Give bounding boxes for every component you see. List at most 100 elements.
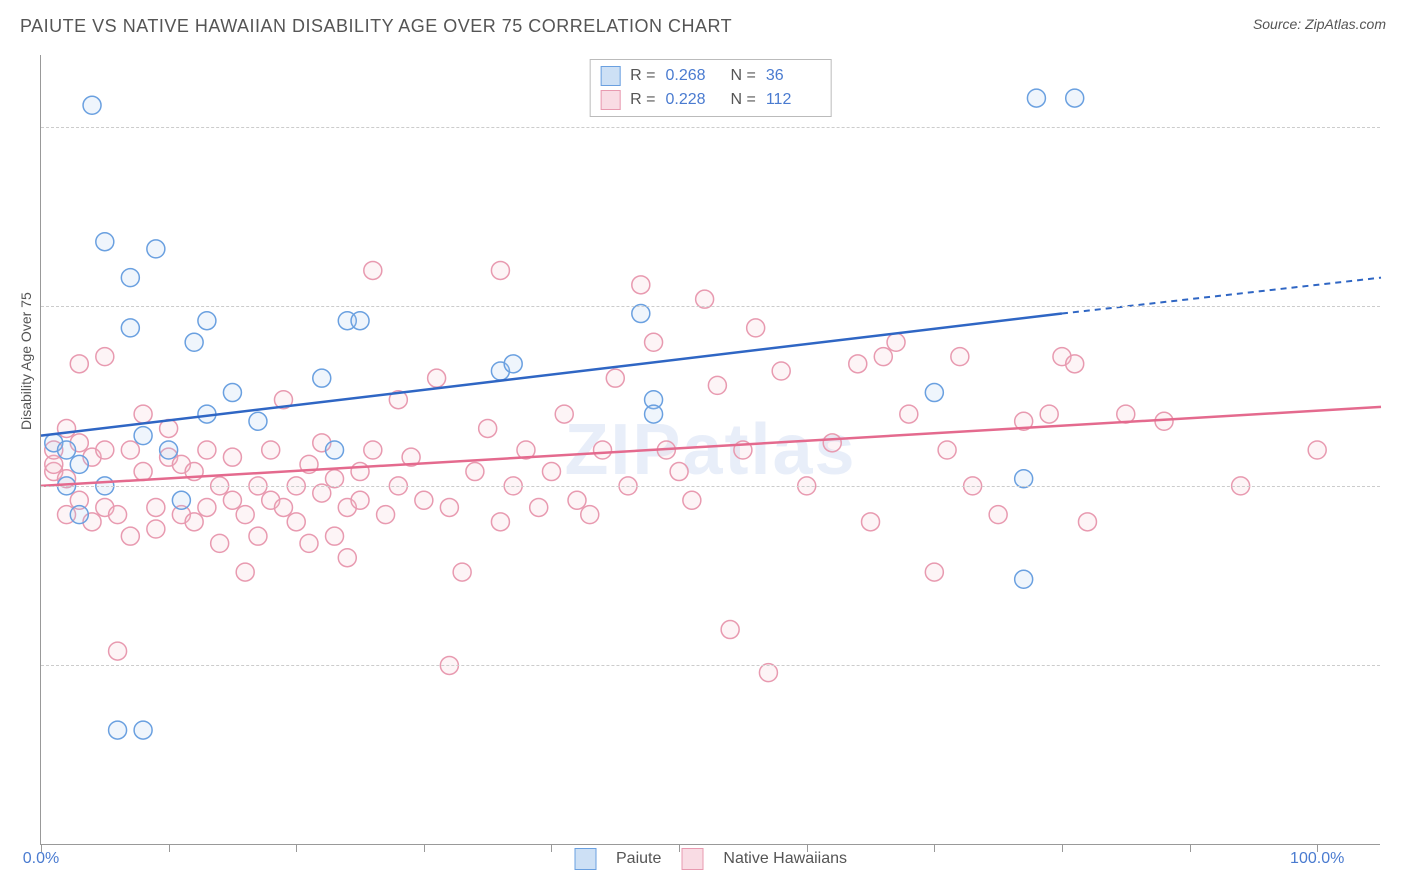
data-point (134, 463, 152, 481)
data-point (249, 527, 267, 545)
x-tick (934, 844, 935, 852)
data-point (1308, 441, 1326, 459)
data-point (862, 513, 880, 531)
data-point (236, 506, 254, 524)
data-point (134, 721, 152, 739)
data-point (530, 498, 548, 516)
data-point (211, 534, 229, 552)
data-point (632, 276, 650, 294)
grid-line (41, 665, 1380, 666)
data-point (134, 427, 152, 445)
data-point (938, 441, 956, 459)
data-point (351, 463, 369, 481)
x-tick (296, 844, 297, 852)
data-point (683, 491, 701, 509)
chart-plot-area: ZIPatlas R = 0.268 N = 36 R = 0.228 N = … (40, 55, 1380, 845)
x-tick (679, 844, 680, 852)
data-point (925, 563, 943, 581)
data-point (198, 441, 216, 459)
data-point (1066, 355, 1084, 373)
data-point (491, 261, 509, 279)
x-tick (169, 844, 170, 852)
data-point (147, 240, 165, 258)
data-point (326, 441, 344, 459)
data-point (670, 463, 688, 481)
data-point (925, 384, 943, 402)
data-point (491, 513, 509, 531)
data-point (287, 513, 305, 531)
data-point (453, 563, 471, 581)
x-tick (424, 844, 425, 852)
data-point (70, 355, 88, 373)
data-point (147, 498, 165, 516)
data-point (185, 333, 203, 351)
data-point (645, 405, 663, 423)
data-point (121, 269, 139, 287)
data-point (351, 312, 369, 330)
data-point (58, 441, 76, 459)
data-point (326, 527, 344, 545)
trend-line-extension (1062, 278, 1381, 314)
source-prefix: Source: (1253, 16, 1305, 32)
data-point (1027, 89, 1045, 107)
data-point (300, 534, 318, 552)
x-tick (1062, 844, 1063, 852)
data-point (172, 491, 190, 509)
data-point (274, 498, 292, 516)
data-point (581, 506, 599, 524)
data-point (989, 506, 1007, 524)
chart-title: PAIUTE VS NATIVE HAWAIIAN DISABILITY AGE… (20, 16, 732, 37)
data-point (364, 441, 382, 459)
data-point (1066, 89, 1084, 107)
data-point (1040, 405, 1058, 423)
data-point (466, 463, 484, 481)
data-point (823, 434, 841, 452)
data-point (542, 463, 560, 481)
data-point (504, 355, 522, 373)
legend-label-paiute: Paiute (616, 850, 661, 868)
grid-line (41, 486, 1380, 487)
data-point (121, 441, 139, 459)
data-point (96, 348, 114, 366)
grid-line (41, 127, 1380, 128)
data-point (951, 348, 969, 366)
data-point (96, 233, 114, 251)
data-point (198, 312, 216, 330)
data-point (223, 448, 241, 466)
legend-label-hawaiian: Native Hawaiians (723, 850, 847, 868)
data-point (594, 441, 612, 459)
data-point (1078, 513, 1096, 531)
data-point (70, 455, 88, 473)
data-point (121, 319, 139, 337)
data-point (185, 513, 203, 531)
data-point (109, 642, 127, 660)
data-point (377, 506, 395, 524)
data-point (900, 405, 918, 423)
data-point (555, 405, 573, 423)
data-point (236, 563, 254, 581)
data-point (70, 506, 88, 524)
x-tick-label: 0.0% (23, 850, 59, 868)
grid-line (41, 306, 1380, 307)
data-point (160, 441, 178, 459)
data-point (440, 498, 458, 516)
data-point (747, 319, 765, 337)
x-tick-label: 100.0% (1290, 850, 1344, 868)
data-point (415, 491, 433, 509)
scatter-svg (41, 55, 1380, 844)
data-point (96, 441, 114, 459)
data-point (364, 261, 382, 279)
data-point (249, 412, 267, 430)
data-point (262, 441, 280, 459)
source-name: ZipAtlas.com (1305, 16, 1386, 32)
data-point (58, 419, 76, 437)
data-point (223, 384, 241, 402)
x-tick (551, 844, 552, 852)
data-point (223, 491, 241, 509)
data-point (479, 419, 497, 437)
data-point (351, 491, 369, 509)
data-point (645, 333, 663, 351)
data-point (606, 369, 624, 387)
data-point (198, 498, 216, 516)
data-point (147, 520, 165, 538)
